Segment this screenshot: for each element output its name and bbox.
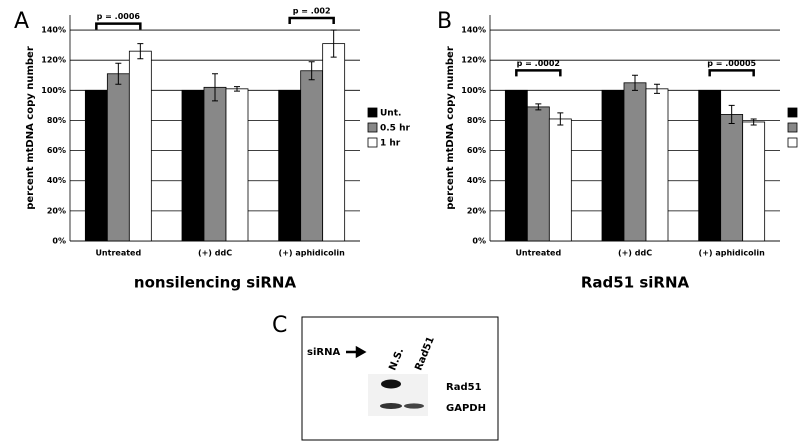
panel-label: B: [437, 9, 452, 34]
band: [381, 379, 401, 389]
legend-swatch: [367, 122, 378, 133]
significance-bracket: [288, 16, 335, 24]
band-label: Rad51: [446, 382, 482, 393]
y-tick-label: 20%: [467, 206, 486, 215]
x-tick-label: (+) ddC: [618, 249, 652, 258]
y-tick-label: 40%: [467, 176, 486, 185]
chart-title: nonsilencing siRNA: [134, 274, 297, 292]
bar: [742, 121, 766, 242]
x-tick-label: (+) ddC: [198, 249, 232, 258]
bar: [322, 43, 346, 242]
bar: [278, 89, 302, 242]
y-tick-label: 80%: [47, 116, 66, 125]
y-tick-label: 60%: [47, 146, 66, 155]
error-bar: [750, 118, 757, 126]
y-tick-label: 20%: [47, 206, 66, 215]
arrow: [346, 345, 367, 359]
x-tick-label: Untreated: [515, 249, 561, 258]
y-axis-title: percent mtDNA copy number: [25, 46, 36, 210]
error-bar: [330, 29, 337, 58]
bar: [300, 70, 324, 242]
y-axis-title: percent mtDNA copy number: [445, 46, 456, 210]
bar: [504, 89, 528, 242]
bar: [128, 50, 152, 242]
x-tick-label: (+) aphidicolin: [699, 249, 766, 258]
error-bar: [654, 83, 660, 94]
bar: [698, 89, 722, 242]
error-bar: [535, 103, 542, 111]
legend-swatch: [787, 107, 798, 118]
band: [380, 403, 402, 409]
error-bar: [308, 61, 315, 81]
y-tick-label: 0%: [472, 237, 486, 246]
legend-swatch: [367, 137, 378, 148]
y-tick-label: 60%: [467, 146, 486, 155]
bar: [623, 82, 647, 242]
y-tick-label: 80%: [467, 116, 486, 125]
y-tick-label: 100%: [41, 86, 66, 95]
bar: [548, 118, 572, 242]
legend-label: 0.5 hr: [380, 124, 410, 134]
y-tick-label: 120%: [461, 56, 486, 65]
y-tick-label: 100%: [461, 86, 486, 95]
y-tick-label: 120%: [41, 56, 66, 65]
bar: [106, 73, 130, 242]
panel-label: C: [272, 313, 287, 338]
blot-panel: siRNA N.S. Rad51 Rad51 GAPDH: [301, 316, 499, 441]
y-tick-label: 40%: [47, 176, 66, 185]
band-label: GAPDH: [446, 403, 486, 414]
legend-swatch: [787, 137, 798, 148]
error-bar: [632, 74, 638, 91]
significance-bracket: [95, 22, 142, 30]
legend-label: 1 hr: [380, 139, 401, 149]
row-label: siRNA: [307, 347, 340, 358]
significance-label: p = .00005: [707, 59, 756, 68]
chart-title: Rad51 siRNA: [581, 274, 690, 292]
significance-bracket: [708, 69, 755, 77]
bar: [601, 89, 625, 242]
error-bar: [234, 86, 240, 92]
significance-label: p = .0006: [97, 12, 141, 21]
error-bar: [115, 62, 122, 85]
bar: [203, 86, 227, 242]
bar: [645, 88, 669, 242]
bar: [720, 114, 744, 242]
y-tick-label: 140%: [461, 26, 486, 35]
significance-bracket: [515, 69, 562, 77]
x-tick-label: (+) aphidicolin: [279, 249, 346, 258]
band: [404, 403, 424, 409]
legend-swatch: [787, 122, 798, 133]
error-bar: [212, 73, 218, 102]
blot-membrane: [368, 374, 428, 416]
panel-label: A: [14, 9, 29, 34]
error-bar: [728, 104, 735, 124]
bar: [225, 88, 249, 242]
y-tick-label: 140%: [41, 26, 66, 35]
bar: [526, 106, 550, 242]
significance-label: p = .0002: [517, 59, 560, 68]
bar: [181, 89, 205, 242]
error-bar: [137, 43, 144, 60]
legend-label: Unt.: [380, 109, 401, 119]
y-tick-label: 0%: [52, 237, 66, 246]
bar: [84, 89, 108, 242]
significance-label: p = .002: [293, 7, 331, 16]
x-tick-label: Untreated: [95, 249, 141, 258]
legend-swatch: [367, 107, 378, 118]
error-bar: [557, 112, 564, 126]
